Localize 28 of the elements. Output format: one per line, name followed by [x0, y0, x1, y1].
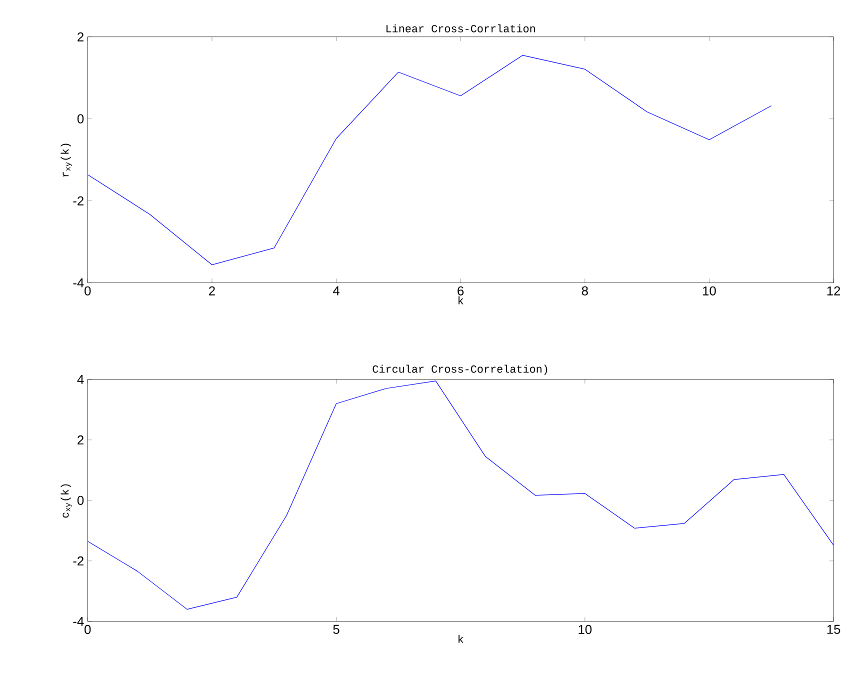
y-axis-title: c$_{xy}$(k) [60, 484, 72, 518]
x-tick-label: 2 [209, 286, 215, 296]
y-tick-label: 2 [78, 435, 84, 444]
x-axis-title: k [458, 634, 464, 643]
y-tick-label: -4 [73, 616, 84, 626]
y-tick-label: 0 [77, 114, 84, 124]
y-tick-label: -4 [73, 278, 84, 288]
x-tick-label: 6 [458, 286, 464, 296]
x-tick-label: 8 [582, 286, 588, 296]
x-tick-label: 15 [827, 624, 840, 634]
x-tick-label: 0 [84, 624, 91, 634]
chart-title: Circular Cross-Correlation) [372, 364, 548, 375]
line-series [88, 54, 772, 265]
x-axis-title: k [458, 296, 464, 304]
x-tick-label: 10 [578, 624, 592, 634]
y-tick-label: 4 [77, 374, 84, 384]
x-tick-label: 0 [84, 286, 91, 296]
x-tick-label: 12 [827, 286, 840, 296]
line-series [88, 380, 834, 610]
y-tick-label: 0 [77, 496, 84, 505]
y-axis-title: r$_{xy}$(k) [60, 144, 72, 176]
x-tick-label: 4 [332, 286, 340, 296]
chart-title: Linear Cross-Corrlation [386, 24, 535, 32]
x-tick-label: 5 [333, 624, 340, 634]
y-tick-label: -2 [73, 196, 84, 206]
y-tick-label: 2 [78, 32, 84, 42]
x-tick-label: 10 [703, 286, 716, 296]
y-tick-label: -2 [73, 556, 84, 566]
